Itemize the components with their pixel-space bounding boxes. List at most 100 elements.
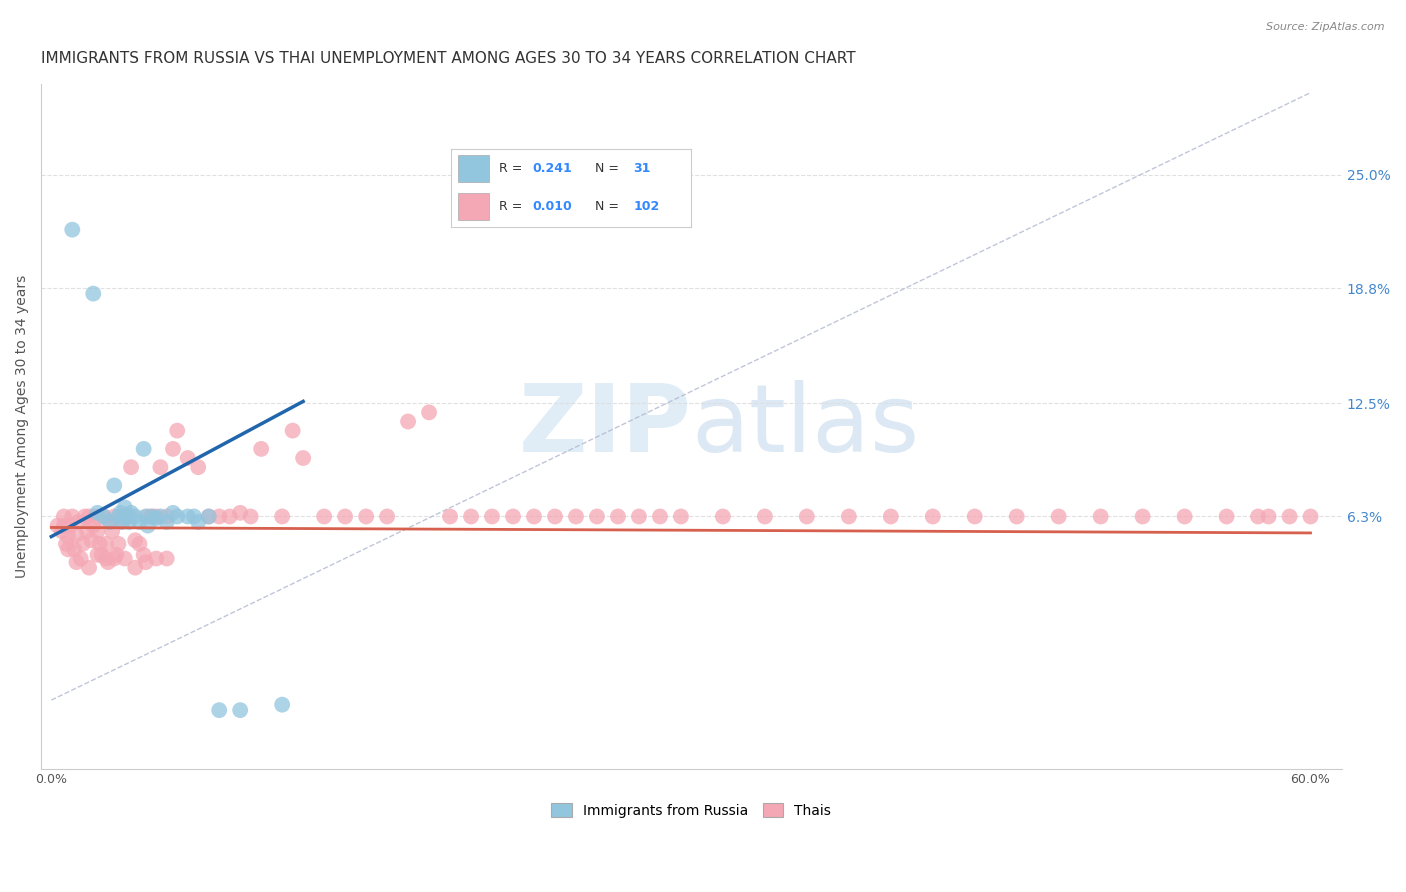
Point — [162, 442, 184, 456]
Point — [1257, 509, 1279, 524]
Point — [111, 515, 134, 529]
Point — [586, 509, 609, 524]
Point — [110, 515, 132, 529]
Point — [118, 509, 141, 524]
Point — [354, 509, 377, 524]
Point — [149, 509, 172, 524]
Point — [63, 542, 86, 557]
Point — [115, 509, 138, 524]
Point — [1278, 509, 1301, 524]
Point — [98, 515, 121, 529]
Point — [98, 515, 121, 529]
Point — [1247, 509, 1270, 524]
Point — [439, 509, 461, 524]
Point — [187, 515, 209, 529]
Point — [648, 509, 671, 524]
Point — [94, 551, 117, 566]
Point — [60, 222, 83, 236]
Point — [314, 509, 336, 524]
Text: IMMIGRANTS FROM RUSSIA VS THAI UNEMPLOYMENT AMONG AGES 30 TO 34 YEARS CORRELATIO: IMMIGRANTS FROM RUSSIA VS THAI UNEMPLOYM… — [41, 51, 855, 66]
Point — [120, 506, 142, 520]
Point — [239, 509, 262, 524]
Point — [156, 551, 179, 566]
Point — [1174, 509, 1197, 524]
Point — [963, 509, 986, 524]
Point — [105, 548, 128, 562]
Point — [120, 460, 142, 475]
Point — [141, 509, 163, 524]
Point — [177, 450, 200, 465]
Point — [124, 509, 146, 524]
Point — [69, 551, 91, 566]
Point — [208, 509, 231, 524]
Point — [94, 537, 117, 551]
Point — [711, 509, 734, 524]
Point — [128, 515, 150, 529]
Point — [56, 542, 79, 557]
Text: atlas: atlas — [692, 380, 920, 472]
Text: ZIP: ZIP — [519, 380, 692, 472]
Point — [375, 509, 398, 524]
Point — [52, 509, 75, 524]
Point — [132, 442, 155, 456]
Point — [838, 509, 860, 524]
Point — [65, 528, 87, 542]
Point — [418, 405, 440, 419]
Point — [114, 500, 136, 515]
Point — [82, 518, 104, 533]
Point — [52, 518, 75, 533]
Y-axis label: Unemployment Among Ages 30 to 34 years: Unemployment Among Ages 30 to 34 years — [15, 275, 30, 578]
Point — [76, 524, 98, 538]
Point — [229, 703, 252, 717]
Point — [880, 509, 903, 524]
Point — [124, 533, 146, 548]
Point — [565, 509, 588, 524]
Point — [124, 560, 146, 574]
Point — [145, 509, 167, 524]
Point — [110, 506, 132, 520]
Point — [77, 560, 100, 574]
Point — [208, 703, 231, 717]
Point — [187, 460, 209, 475]
Point — [46, 518, 69, 533]
Point — [271, 698, 294, 712]
Point — [921, 509, 943, 524]
Point — [502, 509, 524, 524]
Point — [166, 509, 188, 524]
Point — [669, 509, 692, 524]
Point — [90, 548, 112, 562]
Point — [145, 551, 167, 566]
Point — [1215, 509, 1237, 524]
Point — [80, 533, 103, 548]
Point — [82, 286, 104, 301]
Point — [156, 509, 179, 524]
Point — [56, 530, 79, 544]
Point — [128, 537, 150, 551]
Point — [114, 509, 136, 524]
Point — [60, 509, 83, 524]
Point — [135, 555, 157, 569]
Point — [101, 524, 124, 538]
Point — [481, 509, 503, 524]
Point — [103, 551, 125, 566]
Point — [93, 509, 115, 524]
Point — [86, 506, 108, 520]
Point — [156, 515, 179, 529]
Point — [103, 478, 125, 492]
Point — [107, 537, 129, 551]
Point — [281, 424, 304, 438]
Point — [136, 518, 159, 533]
Point — [132, 548, 155, 562]
Point — [86, 548, 108, 562]
Point — [796, 509, 818, 524]
Point — [292, 450, 315, 465]
Legend: Immigrants from Russia, Thais: Immigrants from Russia, Thais — [546, 797, 837, 823]
Point — [544, 509, 567, 524]
Point — [89, 537, 111, 551]
Point — [197, 509, 219, 524]
Point — [93, 509, 115, 524]
Point — [141, 509, 163, 524]
Point — [77, 509, 100, 524]
Point — [51, 524, 73, 538]
Point — [72, 537, 94, 551]
